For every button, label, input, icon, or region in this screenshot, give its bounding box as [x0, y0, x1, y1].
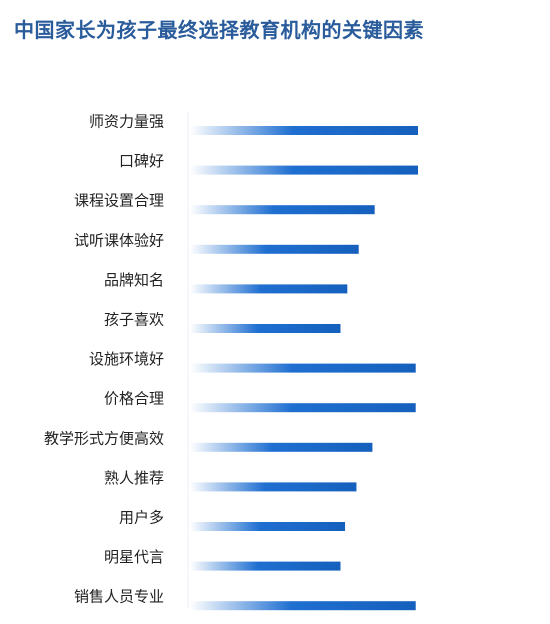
- bar: [190, 403, 416, 413]
- bar: [190, 363, 416, 373]
- bar: [190, 561, 341, 571]
- bar: [190, 205, 375, 215]
- bar: [190, 324, 341, 333]
- category-label: 品牌知名: [104, 271, 164, 289]
- category-label: 销售人员专业: [74, 588, 164, 606]
- category-label: 设施环境好: [89, 350, 164, 368]
- bar: [190, 284, 348, 294]
- bar: [190, 244, 359, 254]
- bar: [190, 601, 416, 611]
- category-label: 价格合理: [104, 390, 164, 408]
- category-label: 试听课体验好: [74, 231, 164, 249]
- bar: [190, 482, 357, 492]
- chart-title: 中国家长为孩子最终选择教育机构的关键因素: [14, 18, 424, 42]
- category-label: 师资力量强: [89, 113, 164, 131]
- category-label: 教学形式方便高效: [44, 429, 164, 447]
- bar: [190, 522, 346, 531]
- bar: [190, 442, 373, 452]
- category-label: 口碑好: [119, 152, 164, 170]
- category-label: 课程设置合理: [74, 192, 164, 210]
- category-label: 熟人推荐: [104, 469, 164, 487]
- category-label: 用户多: [119, 509, 164, 527]
- bar: [190, 126, 418, 135]
- category-label: 明星代言: [104, 548, 164, 566]
- bar: [190, 165, 418, 175]
- category-label: 孩子喜欢: [104, 311, 164, 329]
